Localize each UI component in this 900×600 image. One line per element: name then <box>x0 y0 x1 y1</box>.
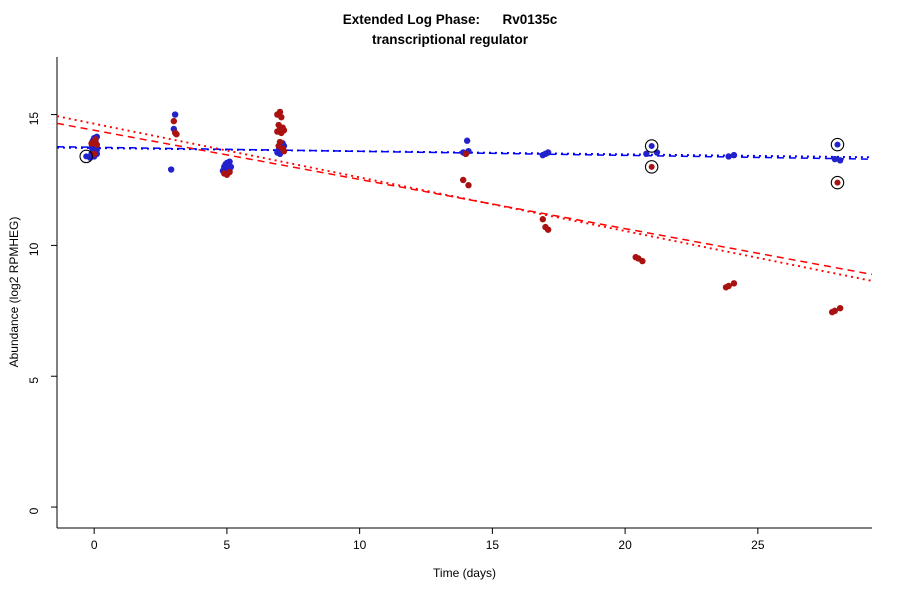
chart-subtitle: transcriptional regulator <box>371 32 529 48</box>
data-point <box>227 163 235 171</box>
data-point <box>730 280 738 287</box>
data-point <box>226 158 233 165</box>
flagged-points <box>79 137 845 190</box>
y-tick-label: 15 <box>27 112 41 126</box>
y-tick-label: 0 <box>27 507 41 514</box>
data-point <box>92 136 99 143</box>
chart-title: Extended Log Phase: Rv0135c <box>342 12 558 27</box>
flagged-data-point <box>834 141 841 148</box>
x-axis-label: Time (days) <box>433 566 496 580</box>
data-points-red-series <box>88 108 844 316</box>
outlier-circle-marker <box>79 149 93 164</box>
y-axis-ticks: 0 5 10 15 <box>27 112 57 514</box>
data-point <box>539 216 547 223</box>
data-point <box>93 141 101 148</box>
y-tick-label: 5 <box>27 377 41 384</box>
data-point <box>643 150 650 158</box>
data-point <box>170 117 178 125</box>
data-point <box>276 108 284 116</box>
outlier-circle-marker <box>830 137 845 152</box>
data-point <box>725 282 732 290</box>
outlier-circle-marker <box>830 175 845 190</box>
y-axis-label: Abundance (log2 RPMHEG) <box>7 216 21 368</box>
data-point <box>653 149 661 156</box>
flagged-data-point <box>83 153 90 160</box>
data-point <box>226 168 233 176</box>
x-tick-label: 20 <box>618 538 632 552</box>
data-point <box>463 137 471 144</box>
data-point <box>173 130 180 138</box>
data-point <box>280 127 288 134</box>
flagged-data-point <box>834 179 841 186</box>
data-point <box>171 111 179 118</box>
red-dotted-fit <box>56 115 873 282</box>
x-tick-label: 0 <box>91 538 98 552</box>
outlier-circle-marker <box>644 139 659 153</box>
x-axis-ticks: 0 5 10 15 20 25 <box>91 528 765 552</box>
data-point <box>831 155 839 163</box>
chart-title-block: Extended Log Phase: Rv0135c transcriptio… <box>0 10 900 51</box>
data-point <box>459 176 467 184</box>
data-point <box>167 166 175 173</box>
data-point <box>462 150 470 158</box>
data-point <box>544 149 552 156</box>
x-tick-label: 5 <box>224 538 231 552</box>
flagged-data-point <box>648 163 655 170</box>
data-point <box>639 257 646 265</box>
data-point <box>280 148 288 155</box>
x-tick-label: 10 <box>353 538 367 552</box>
y-tick-label: 10 <box>27 242 41 256</box>
outlier-circle-marker <box>644 160 659 174</box>
data-point <box>730 151 738 159</box>
axes <box>56 57 872 529</box>
data-point <box>836 157 844 164</box>
flagged-data-point <box>648 142 655 149</box>
data-point <box>276 138 284 146</box>
data-point <box>465 182 472 189</box>
data-point <box>725 153 732 160</box>
data-point <box>278 113 285 121</box>
x-tick-label: 25 <box>751 538 765 552</box>
data-point <box>544 226 552 233</box>
data-point <box>836 305 844 312</box>
data-points-blue-series <box>86 111 844 175</box>
data-point <box>831 307 839 315</box>
x-tick-label: 15 <box>486 538 500 552</box>
